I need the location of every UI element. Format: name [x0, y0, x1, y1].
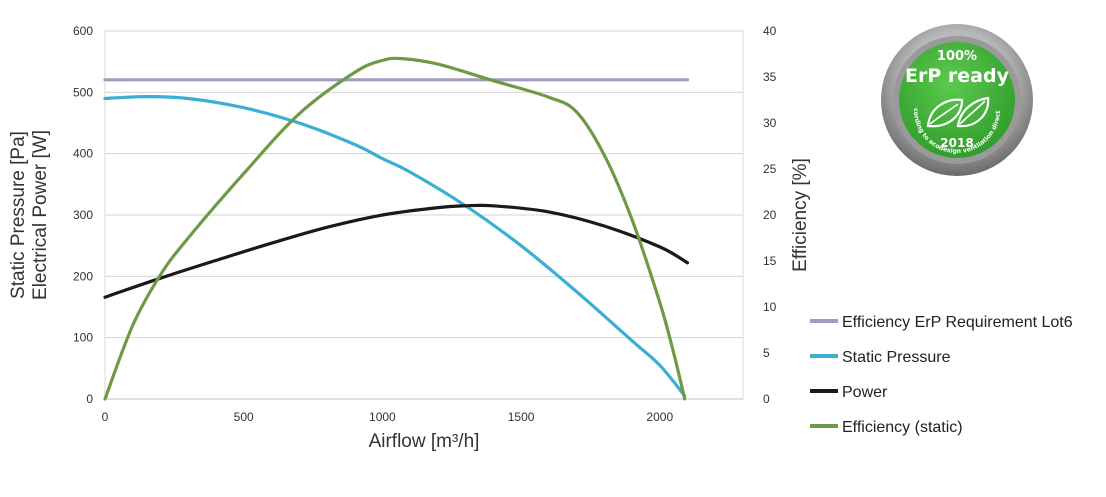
series-lines	[103, 56, 690, 401]
x-tick-label-4: 2000	[646, 410, 673, 424]
x-tick-label-3: 1500	[508, 410, 535, 424]
left-tick-label-4: 400	[73, 147, 93, 161]
left-tick-label-0: 0	[86, 392, 93, 406]
x-tick-label-1: 500	[234, 410, 254, 424]
right-axis-ticks: 0 5 10 15 20 25 30 35 40	[763, 24, 777, 406]
badge-title: ErP ready	[905, 65, 1010, 87]
right-tick-label-8: 40	[763, 24, 777, 38]
right-axis-title: Efficiency [%]	[790, 158, 811, 272]
right-tick-label-1: 5	[763, 346, 770, 360]
right-tick-label-7: 35	[763, 70, 777, 84]
x-tick-label-0: 0	[102, 410, 109, 424]
left-axis-title-line1: Static Pressure [Pa]	[8, 131, 29, 299]
right-tick-label-6: 30	[763, 116, 777, 130]
legend-label-efficiency-erp-requirement-lot6: Efficiency ErP Requirement Lot6	[842, 314, 1073, 331]
right-tick-label-4: 20	[763, 208, 777, 222]
legend-label-efficiency-static: Efficiency (static)	[842, 419, 963, 436]
left-tick-label-1: 100	[73, 331, 93, 345]
series-line-power	[103, 203, 690, 299]
x-axis-title: Airflow [m³/h]	[369, 431, 480, 452]
right-tick-label-3: 15	[763, 254, 777, 268]
badge-percent: 100%	[937, 49, 977, 64]
right-tick-label-2: 10	[763, 300, 777, 314]
x-axis-ticks: 0 500 1000 1500 2000	[102, 410, 674, 424]
left-tick-label-3: 300	[73, 208, 93, 222]
right-tick-label-0: 0	[763, 392, 770, 406]
right-tick-label-5: 25	[763, 162, 777, 176]
left-tick-label-2: 200	[73, 269, 93, 283]
badge-ring-text: according to ecodesign ventilation direc…	[0, 0, 1002, 155]
x-tick-label-2: 1000	[369, 410, 396, 424]
left-tick-label-5: 500	[73, 85, 93, 99]
legend: Efficiency ErP Requirement Lot6 Static Pr…	[810, 314, 1073, 436]
left-axis-ticks: 0 100 200 300 400 500 600	[73, 24, 93, 406]
badge-year: 2018	[940, 136, 973, 150]
gridlines	[105, 30, 743, 400]
left-tick-label-6: 600	[73, 24, 93, 38]
series-line-efficiency-static	[103, 56, 687, 401]
left-axis-title-line2: Electrical Power [W]	[30, 130, 51, 300]
leaf-icon	[926, 96, 990, 128]
legend-label-power: Power	[842, 384, 888, 401]
series-line-static-pressure	[103, 95, 687, 398]
legend-label-static-pressure: Static Pressure	[842, 349, 951, 366]
